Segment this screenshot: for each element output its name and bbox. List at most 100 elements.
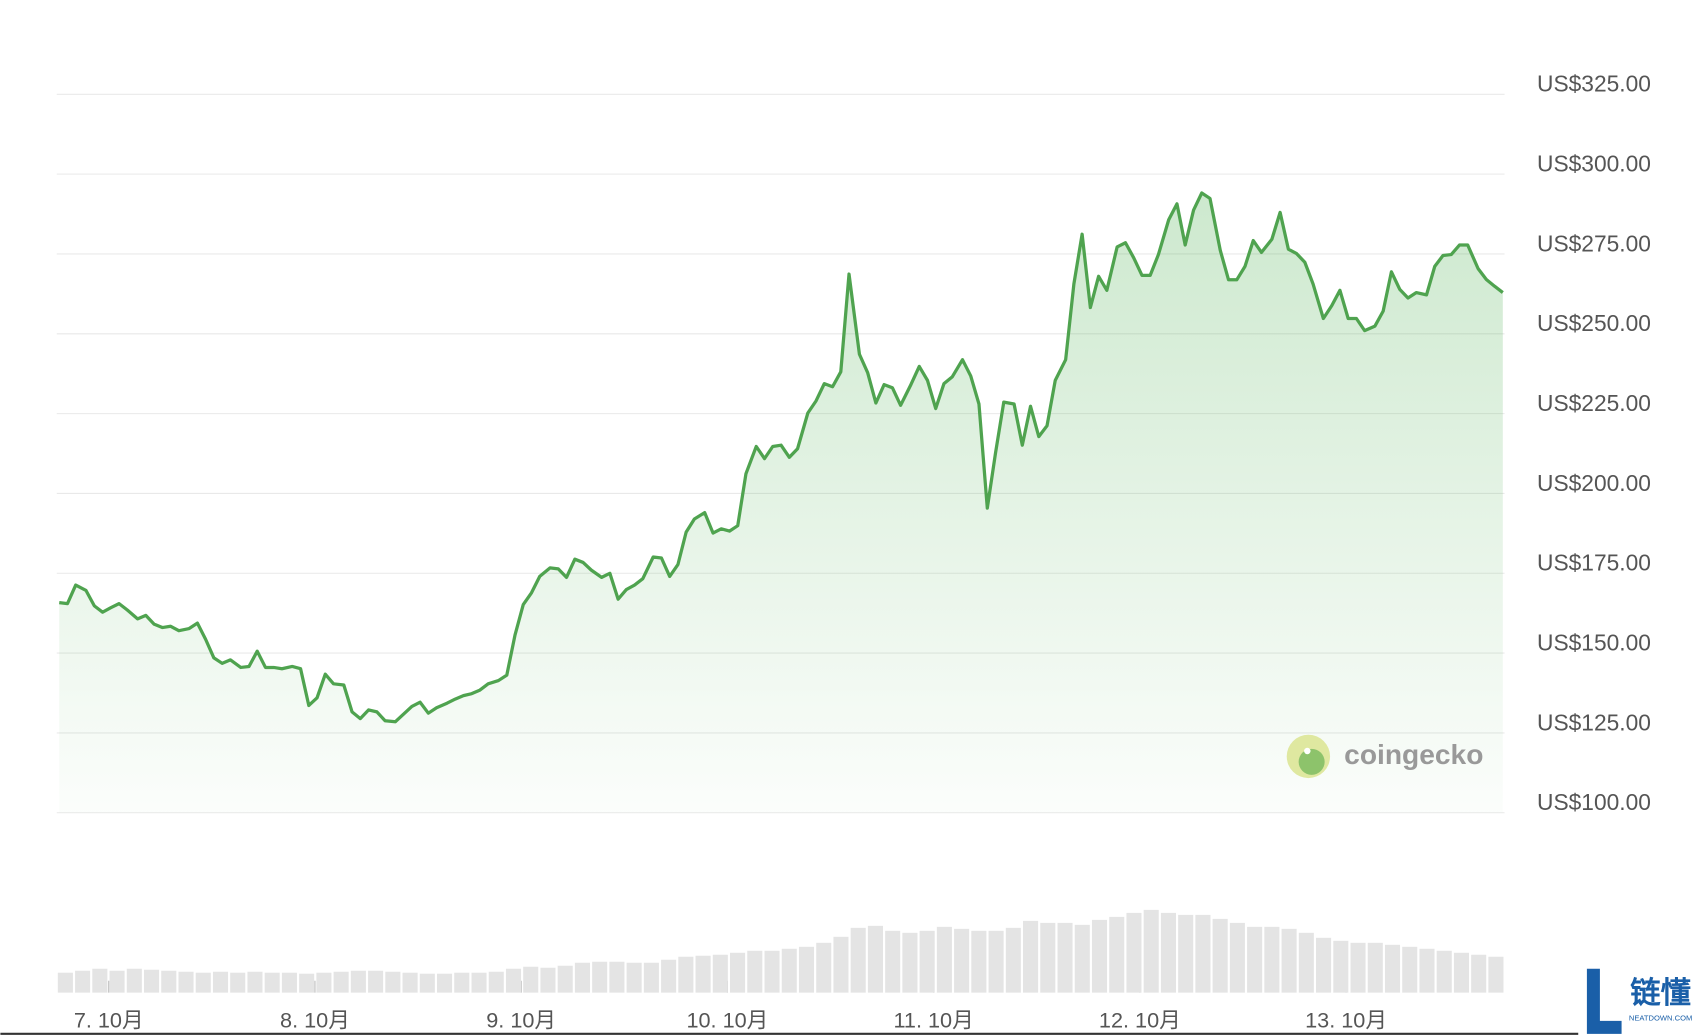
volume-bar [609,961,625,993]
volume-bar [454,972,470,993]
volume-bar [626,962,642,993]
volume-bar [247,971,263,993]
x-tick-label: 8. 10月 [280,1008,350,1033]
x-tick-label: 13. 10月 [1305,1008,1387,1033]
volume-bar [971,930,987,993]
y-tick-label: US$325.00 [1537,71,1651,97]
volume-bar [1402,946,1418,993]
volume-bar [419,973,435,993]
volume-bar [1367,942,1383,993]
volume-bar [540,967,556,993]
volume-bar [316,972,332,993]
volume-bar [557,965,573,993]
volume-bar [1057,922,1073,993]
volume-bar [764,950,780,993]
volume-bar [574,962,590,993]
volume-bar [75,970,91,993]
volume-bar [1005,927,1021,993]
volume-bar [712,954,728,993]
volume-bar [936,926,952,993]
price-line [59,191,1504,724]
volume-bar [333,971,349,993]
volume-bar [1109,916,1125,993]
volume-bar [781,948,797,993]
volume-bar [661,959,677,993]
volume-bar [1333,940,1349,993]
y-tick-label: US$275.00 [1537,230,1651,256]
volume-bar [264,972,280,993]
volume-bar [350,970,366,993]
volume-bar [867,925,883,993]
volume-bar [299,973,315,993]
volume-bar [437,973,453,993]
volume-bar [850,927,866,993]
volume-bar [178,971,194,993]
volume-bar [57,972,73,993]
volume-bar [988,930,1004,993]
volume-bar [1350,942,1366,993]
volume-bar [1023,920,1039,993]
site-logo: 链懂 NEATDOWN.COM [1580,964,1700,1036]
volume-bar [1091,919,1108,993]
volume-bar [505,968,522,993]
volume-bar [402,972,418,993]
y-tick-label: US$300.00 [1537,150,1651,176]
volume-bar [1264,926,1280,993]
volume-bar [1178,914,1194,993]
volume-bar [1247,926,1263,993]
volume-bar [471,972,487,993]
volume-bar [919,930,935,993]
volume-bar [954,928,970,993]
volume-bar [1229,922,1245,993]
volume-bar [488,971,504,993]
volume-bar [281,972,297,993]
volume-bar [730,952,746,993]
volume-bar [695,955,711,993]
logo-mark [1586,968,1622,1034]
volume-bar [592,961,608,993]
volume-bar [1143,909,1159,993]
volume-bar [144,969,160,993]
y-tick-label: US$150.00 [1537,629,1651,655]
volume-bar [1074,924,1090,993]
volume-bar [747,950,763,993]
coingecko-watermark: coingecko [1286,734,1483,779]
volume-bar [1298,932,1314,993]
volume-bar [385,971,401,993]
volume-bar [161,970,177,993]
volume-bar [902,932,918,993]
x-tick-label: 10. 10月 [686,1008,768,1033]
volume-bar [885,930,901,993]
y-tick-label: US$225.00 [1537,390,1651,416]
volume-bar [368,970,384,993]
volume-bar [195,972,211,993]
volume-bar [1419,948,1435,993]
volume-bar [1126,912,1142,993]
y-tick-label: US$100.00 [1537,789,1651,815]
volume-bar [92,968,108,993]
volume-bar [1488,956,1504,993]
volume-bar [230,972,246,993]
volume-bar [1040,922,1056,993]
gecko-head [1298,748,1325,775]
volume-bar [816,942,832,993]
volume-bar [523,966,539,993]
y-tick-label: US$200.00 [1537,470,1651,496]
volume-bar [1436,950,1452,993]
x-tick-label: 7. 10月 [74,1008,144,1033]
volume-bar [1160,912,1176,993]
volume-bar [1316,937,1332,993]
y-tick-label: US$250.00 [1537,310,1651,336]
y-tick-label: US$175.00 [1537,550,1651,576]
volume-bar [833,936,849,993]
volume-bar [1212,918,1228,993]
volume-bar [126,968,142,993]
gecko-eye [1304,747,1311,755]
volume-bar [1195,914,1211,993]
volume-bar [1281,928,1297,993]
volume-bar [212,971,229,993]
volume-bar [643,962,659,993]
logo-title: 链懂 [1630,976,1691,1010]
